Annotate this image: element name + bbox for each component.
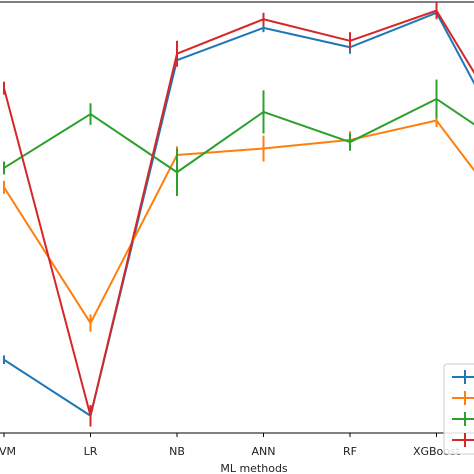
x-tick-label: LR xyxy=(84,445,98,458)
x-axis-label: ML methods xyxy=(220,462,288,474)
series-layer xyxy=(3,2,474,427)
plot-frame xyxy=(0,1,474,434)
x-tick-label: NB xyxy=(169,445,185,458)
x-tick-label: SVM xyxy=(0,445,16,458)
legend xyxy=(443,363,474,455)
x-tick-label: ANN xyxy=(252,445,276,458)
series-line xyxy=(3,9,474,417)
x-tick-layer: SVMLRNBANNRFXGBoostDT xyxy=(0,433,461,458)
series-line xyxy=(3,119,474,325)
series-2 xyxy=(3,114,474,332)
series-4 xyxy=(3,2,474,427)
series-line xyxy=(3,97,474,174)
series-3 xyxy=(3,79,474,196)
legend-box xyxy=(443,363,474,455)
x-tick-label: RF xyxy=(343,445,357,458)
